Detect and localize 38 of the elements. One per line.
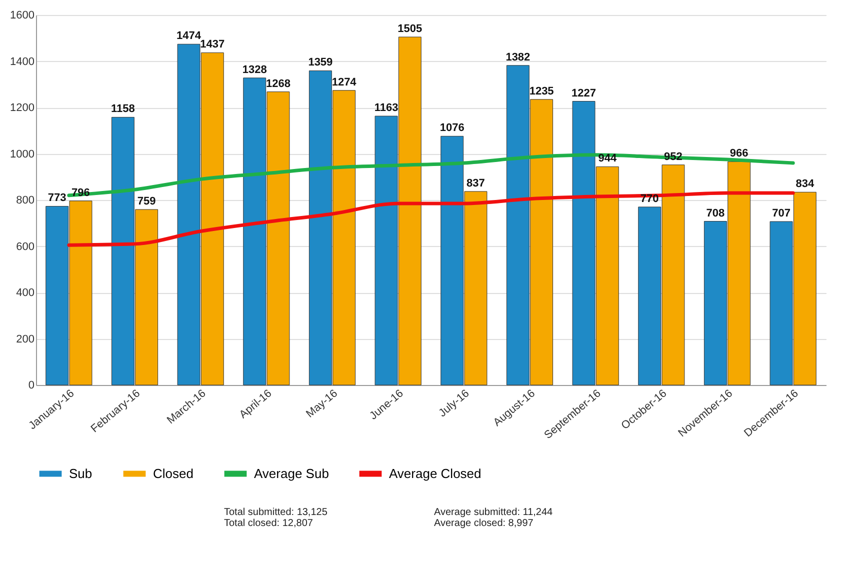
data-label: 834 (796, 178, 815, 190)
data-label: 1359 (308, 56, 333, 69)
data-label: 944 (598, 152, 618, 165)
data-label: 773 (48, 192, 66, 204)
data-label: 1274 (332, 76, 358, 88)
data-label: 1076 (440, 122, 464, 134)
text: Average submitted: 11,244 (434, 507, 554, 518)
y-tick-label: 1000 (10, 148, 34, 160)
legend-label: Average Sub (254, 466, 329, 481)
data-label: 1235 (529, 85, 554, 98)
y-tick-label: 1400 (10, 56, 34, 68)
y-tick-label: 800 (16, 194, 34, 206)
text: Total closed: 12,807 (224, 518, 314, 529)
y-tick-label: 400 (16, 287, 34, 299)
y-tick-label: 1600 (10, 10, 34, 22)
data-label: 1328 (242, 64, 267, 76)
y-tick-label: 1200 (10, 102, 34, 114)
data-label: 1505 (398, 22, 422, 35)
data-label: 1474 (176, 30, 202, 42)
y-tick-label: 200 (16, 333, 34, 346)
legend-label: Closed (153, 466, 194, 481)
data-label: 1163 (374, 102, 398, 114)
legend-label: Sub (69, 466, 92, 481)
data-label: 1437 (200, 38, 225, 51)
data-label: 1158 (110, 103, 135, 116)
data-label: 708 (706, 207, 725, 220)
text: Total submitted: 13,125 (224, 507, 328, 518)
data-label: 1382 (506, 51, 530, 64)
data-label: 759 (137, 195, 156, 208)
data-label: 707 (772, 208, 790, 220)
y-tick-label: 0 (28, 380, 34, 392)
data-label: 1268 (266, 78, 290, 90)
text: Average closed: 8,997 (434, 518, 534, 529)
data-label: 1227 (572, 87, 596, 100)
data-label: 837 (466, 177, 485, 190)
y-tick-label: 600 (16, 240, 34, 253)
data-label: 966 (730, 148, 748, 160)
legend-label: Average Closed (389, 466, 482, 481)
